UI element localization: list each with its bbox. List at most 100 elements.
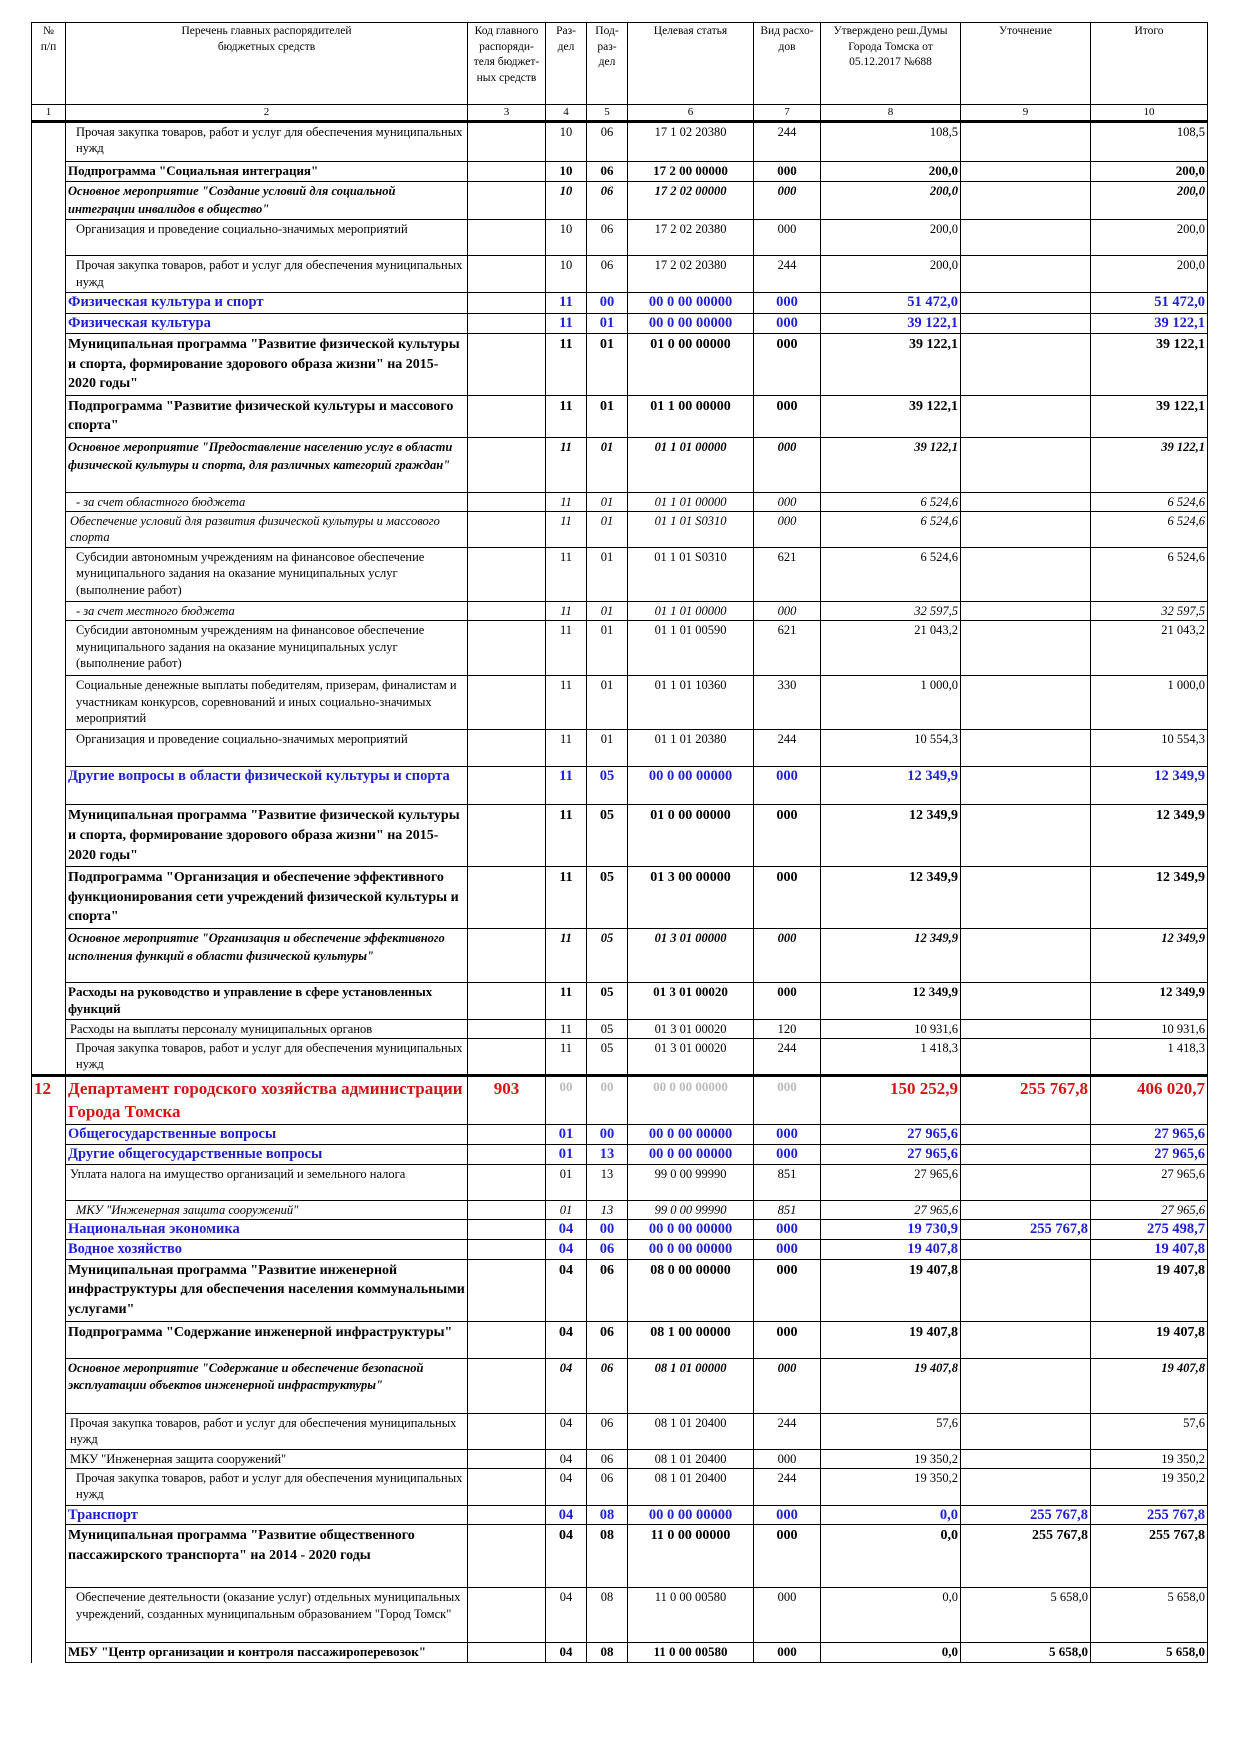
row-vid: 851 xyxy=(753,1163,821,1201)
row-podrazdel: 06 xyxy=(586,219,628,257)
row-name: Муниципальная программа "Развитие общест… xyxy=(65,1524,468,1589)
row-vid: 000 xyxy=(753,1357,821,1414)
row-podrazdel: 00 xyxy=(586,1073,628,1126)
row-name: Транспорт xyxy=(65,1504,468,1526)
row-approved: 12 349,9 xyxy=(820,804,961,868)
row-statya: 01 1 01 10360 xyxy=(627,675,754,731)
row-vid: 000 xyxy=(753,313,821,335)
row-change xyxy=(960,313,1091,335)
row-podrazdel: 01 xyxy=(586,675,628,731)
row-podrazdel: 01 xyxy=(586,333,628,396)
row-statya: 01 3 01 00000 xyxy=(627,928,754,984)
row-index xyxy=(31,255,66,293)
row-razdel: 04 xyxy=(545,1448,587,1469)
table-row: Основное мероприятие "Организация и обес… xyxy=(31,928,1208,984)
row-total: 12 349,9 xyxy=(1090,928,1208,984)
row-total: 12 349,9 xyxy=(1090,982,1208,1020)
row-code xyxy=(467,1587,546,1644)
row-podrazdel: 06 xyxy=(586,1239,628,1260)
row-code xyxy=(467,547,546,603)
table-row: Другие вопросы в области физической куль… xyxy=(31,766,1208,806)
row-razdel: 04 xyxy=(545,1219,587,1241)
row-total: 32 597,5 xyxy=(1090,601,1208,622)
row-podrazdel: 08 xyxy=(586,1504,628,1526)
row-vid: 330 xyxy=(753,675,821,731)
row-change xyxy=(960,1320,1091,1359)
row-statya: 11 0 00 00580 xyxy=(627,1642,754,1664)
row-podrazdel: 06 xyxy=(586,1467,628,1506)
row-code xyxy=(467,1038,546,1076)
row-name: Подпрограмма "Социальная интеграция" xyxy=(65,160,468,182)
row-podrazdel: 06 xyxy=(586,1357,628,1414)
row-podrazdel: 06 xyxy=(586,1320,628,1359)
header-change: Уточнение xyxy=(960,22,1091,105)
row-change xyxy=(960,1199,1091,1221)
row-statya: 00 0 00 00000 xyxy=(627,313,754,335)
row-index xyxy=(31,1038,66,1076)
row-change: 5 658,0 xyxy=(960,1642,1091,1664)
row-name: Другие общегосударственные вопросы xyxy=(65,1144,468,1165)
row-change xyxy=(960,601,1091,622)
table-row: Муниципальная программа "Развитие инжене… xyxy=(31,1258,1208,1322)
row-change: 255 767,8 xyxy=(960,1524,1091,1589)
row-razdel: 11 xyxy=(545,436,587,493)
row-vid: 000 xyxy=(753,292,821,315)
row-name: Муниципальная программа "Развитие физиче… xyxy=(65,804,468,868)
row-vid: 000 xyxy=(753,766,821,806)
row-total: 39 122,1 xyxy=(1090,333,1208,396)
row-total: 200,0 xyxy=(1090,180,1208,221)
row-podrazdel: 05 xyxy=(586,866,628,930)
row-approved: 12 349,9 xyxy=(820,928,961,984)
row-vid: 244 xyxy=(753,1412,821,1450)
row-total: 108,5 xyxy=(1090,120,1208,162)
table-row: Физическая культура 11 01 00 0 00 00000 000 3… xyxy=(31,313,1208,335)
row-approved: 39 122,1 xyxy=(820,394,961,438)
row-change xyxy=(960,547,1091,603)
row-razdel: 11 xyxy=(545,394,587,438)
row-vid: 000 xyxy=(753,511,821,549)
row-razdel: 04 xyxy=(545,1239,587,1260)
row-vid: 000 xyxy=(753,1642,821,1664)
row-razdel: 04 xyxy=(545,1524,587,1589)
row-total: 10 554,3 xyxy=(1090,729,1208,768)
row-statya: 11 0 00 00580 xyxy=(627,1587,754,1644)
row-change xyxy=(960,491,1091,513)
row-statya: 08 1 00 00000 xyxy=(627,1320,754,1359)
row-total: 6 524,6 xyxy=(1090,491,1208,513)
table-header: № п/п Перечень главных распорядителей бю… xyxy=(31,22,1208,123)
row-approved: 0,0 xyxy=(820,1642,961,1664)
row-index xyxy=(31,1321,66,1358)
row-change xyxy=(960,180,1091,221)
row-podrazdel: 05 xyxy=(586,804,628,868)
row-statya: 01 0 00 00000 xyxy=(627,333,754,396)
row-name: Основное мероприятие "Создание условий д… xyxy=(65,180,468,221)
row-podrazdel: 05 xyxy=(586,1038,628,1076)
row-statya: 01 3 00 00000 xyxy=(627,866,754,930)
row-podrazdel: 13 xyxy=(586,1144,628,1165)
row-razdel: 04 xyxy=(545,1504,587,1526)
row-approved: 19 350,2 xyxy=(820,1467,961,1506)
row-code xyxy=(467,160,546,182)
row-razdel: 11 xyxy=(545,866,587,930)
table-row: Организация и проведение социально-значи… xyxy=(31,219,1208,257)
column-number: 5 xyxy=(586,104,628,123)
row-code xyxy=(467,1199,546,1221)
row-total: 6 524,6 xyxy=(1090,511,1208,549)
row-change xyxy=(960,620,1091,677)
row-podrazdel: 06 xyxy=(586,255,628,294)
row-index xyxy=(31,766,66,805)
row-podrazdel: 01 xyxy=(586,313,628,335)
row-statya: 08 0 00 00000 xyxy=(627,1258,754,1322)
row-vid: 000 xyxy=(753,180,821,221)
row-code xyxy=(467,729,546,768)
row-approved: 19 407,8 xyxy=(820,1320,961,1359)
row-podrazdel: 08 xyxy=(586,1587,628,1644)
table-row: Муниципальная программа "Развитие общест… xyxy=(31,1524,1208,1589)
row-statya: 01 1 01 S0310 xyxy=(627,511,754,549)
row-index xyxy=(31,219,66,256)
row-statya: 00 0 00 00000 xyxy=(627,1219,754,1241)
row-index xyxy=(31,1259,66,1321)
row-statya: 00 0 00 00000 xyxy=(627,1144,754,1165)
row-approved: 6 524,6 xyxy=(820,547,961,603)
column-number: 3 xyxy=(467,104,546,123)
